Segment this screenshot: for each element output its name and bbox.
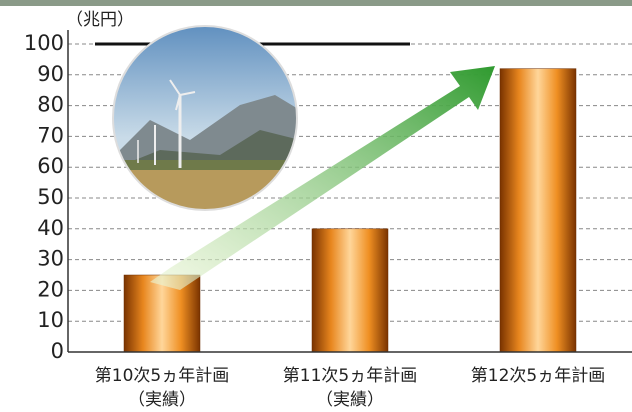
photo <box>113 26 297 210</box>
y-tick-label: 80 <box>37 93 64 117</box>
y-tick-label: 10 <box>37 308 64 332</box>
x-tick-label: 第11次5ヵ年計画 <box>283 366 417 386</box>
top-band <box>0 0 632 6</box>
photo-border <box>112 25 298 211</box>
bars <box>123 68 577 353</box>
y-tick-label: 60 <box>37 154 64 178</box>
x-tick-sublabel: （実績） <box>128 390 196 410</box>
y-tick-label: 0 <box>51 339 64 363</box>
y-unit: （兆円） <box>66 10 134 30</box>
bar <box>123 274 201 353</box>
x-tick-label: 第12次5ヵ年計画 <box>471 366 605 386</box>
x-tick-label: 第10次5ヵ年計画 <box>95 366 229 386</box>
x-tick-sublabel: （実績） <box>316 390 384 410</box>
y-tick-label: 100 <box>24 31 64 55</box>
bar <box>499 68 577 353</box>
y-tick-label: 90 <box>37 62 64 86</box>
y-tick-label: 50 <box>37 185 64 209</box>
y-tick-label: 20 <box>37 277 64 301</box>
growth-arrow <box>150 66 495 290</box>
y-tick-label: 70 <box>37 123 64 147</box>
y-tick-label: 30 <box>37 247 64 271</box>
bar <box>311 228 389 353</box>
y-tick-label: 40 <box>37 216 64 240</box>
